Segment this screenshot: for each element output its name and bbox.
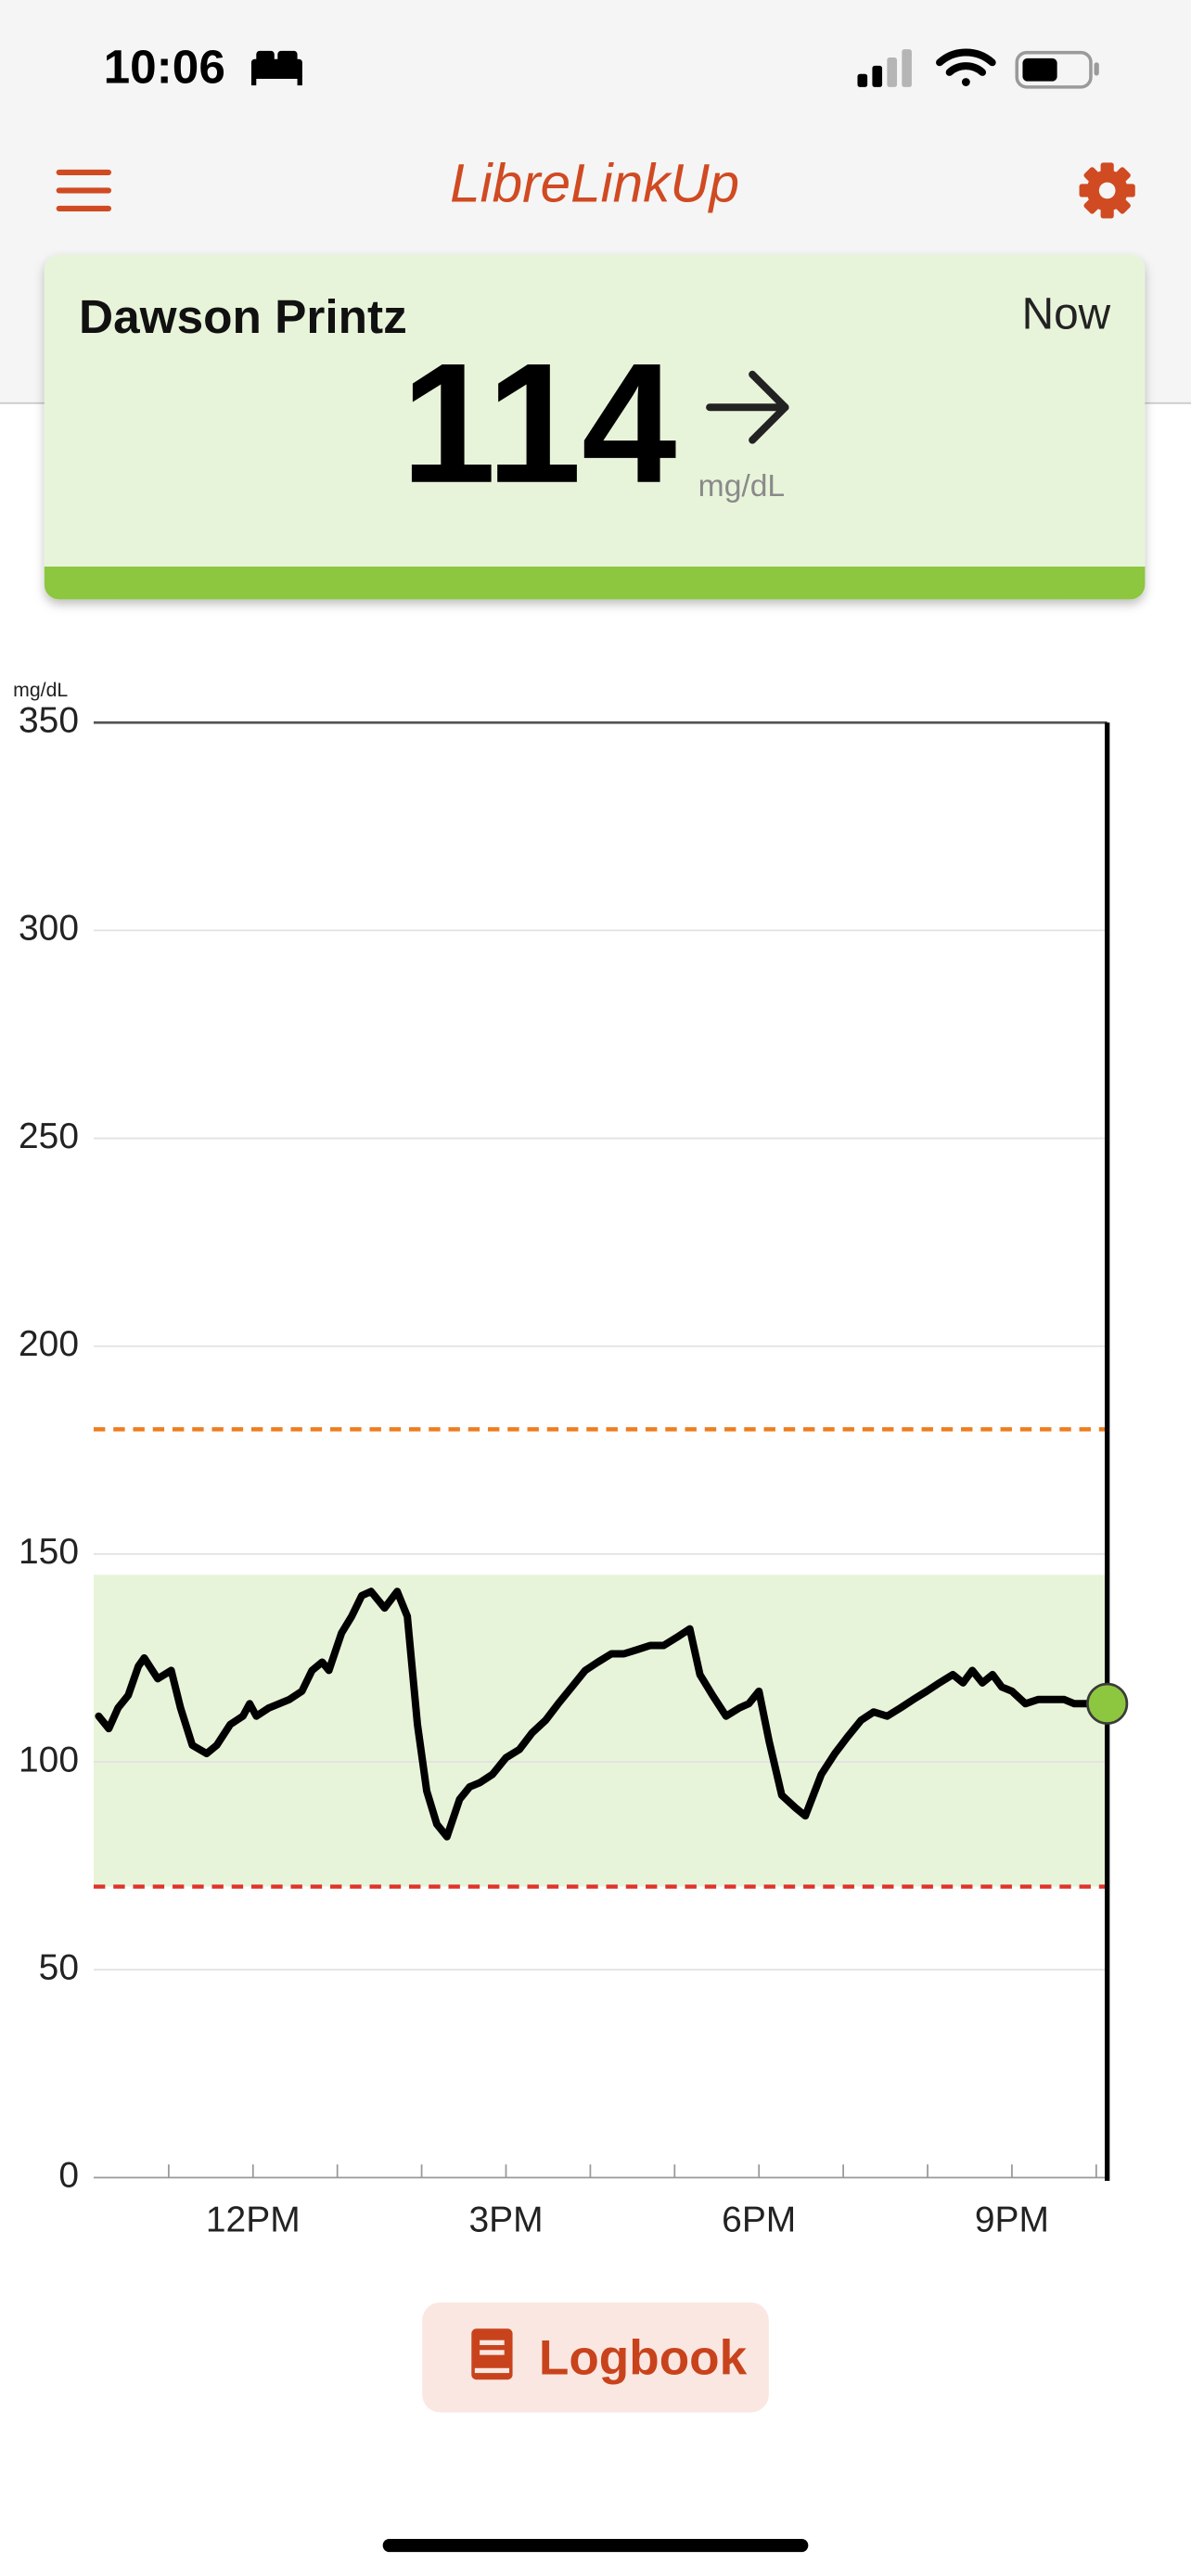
- card-background: [44, 254, 1146, 600]
- status-bar-green: [44, 566, 1146, 600]
- patient-name: Dawson Printz: [79, 290, 407, 343]
- y-tick-label: 350: [19, 701, 79, 741]
- y-axis-label: mg/dL: [13, 679, 68, 701]
- glucose-value: 114: [401, 328, 676, 519]
- wifi-icon: [936, 48, 996, 86]
- logbook-label[interactable]: Logbook: [539, 2331, 748, 2386]
- y-tick-label: 200: [19, 1324, 79, 1364]
- settings-button[interactable]: [1079, 162, 1135, 219]
- x-tick-label: 9PM: [975, 2200, 1049, 2239]
- glucose-chart: mg/dL 0 50 100 150 200 250 300 350 12PM 3PM 6PM 9PM: [13, 679, 1129, 2239]
- x-tick-label: 12PM: [206, 2200, 301, 2239]
- glucose-unit: mg/dL: [698, 469, 785, 504]
- y-tick-label: 0: [58, 2156, 79, 2196]
- battery-icon: [1015, 50, 1099, 89]
- current-reading-marker: [1086, 1682, 1129, 1725]
- logbook-icon: [471, 2328, 513, 2380]
- logbook-button[interactable]: Logbook: [422, 2302, 769, 2413]
- home-indicator: [382, 2538, 809, 2553]
- trend-arrow: [706, 370, 789, 444]
- sleep-icon: [250, 50, 302, 86]
- y-tick-label: 150: [19, 1532, 79, 1572]
- status-time: 10:06: [104, 41, 225, 94]
- reading-time: Now: [1022, 289, 1111, 338]
- app-title: LibreLinkUp: [450, 153, 739, 213]
- y-tick-label: 250: [19, 1116, 79, 1156]
- y-tick-label: 50: [39, 1947, 79, 1987]
- menu-button[interactable]: [56, 169, 111, 212]
- patient-card: Dawson Printz Now 114 mg/dL: [44, 254, 1146, 600]
- y-tick-label: 300: [19, 909, 79, 949]
- y-tick-label: 100: [19, 1740, 79, 1779]
- glucose-line: [95, 1588, 1111, 1841]
- target-range: [93, 1575, 1108, 1887]
- x-tick-label: 6PM: [722, 2200, 796, 2239]
- signal-icon: [857, 49, 912, 87]
- x-tick-label: 3PM: [468, 2200, 543, 2239]
